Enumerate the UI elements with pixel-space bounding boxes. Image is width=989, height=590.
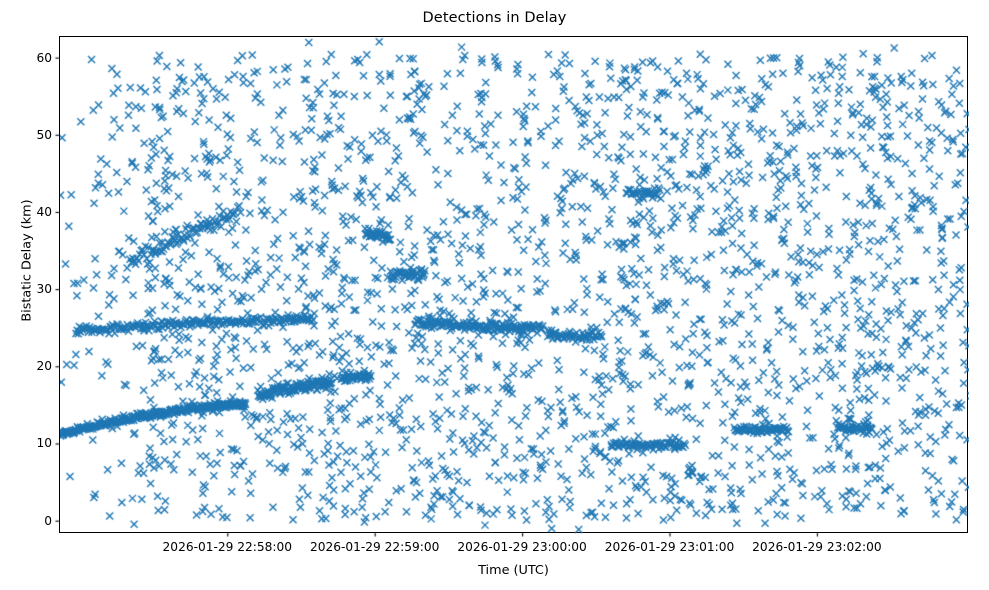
x-axis-label: Time (UTC)	[478, 563, 549, 578]
y-tick-label: 50	[36, 127, 52, 142]
x-tick-label: 2026-01-29 23:02:00	[752, 540, 882, 554]
y-tick-label: 10	[36, 436, 52, 451]
x-tick-label: 2026-01-29 22:58:00	[162, 540, 293, 554]
plot-area	[59, 36, 969, 534]
y-axis-label: Bistatic Delay (km)	[19, 199, 35, 322]
x-tick-label: 2026-01-29 22:59:00	[309, 540, 440, 554]
scatter-plot-canvas	[60, 37, 969, 534]
y-tick-label: 60	[36, 50, 52, 65]
y-tick-label: 40	[36, 204, 52, 219]
x-tick-label: 2026-01-29 23:01:00	[604, 540, 735, 554]
chart-title: Detections in Delay	[422, 10, 567, 26]
y-tick-label: 0	[44, 513, 52, 528]
x-tick-label: 2026-01-29 23:00:00	[457, 540, 587, 554]
y-tick-label: 20	[36, 359, 52, 374]
y-tick-label: 30	[36, 282, 52, 297]
